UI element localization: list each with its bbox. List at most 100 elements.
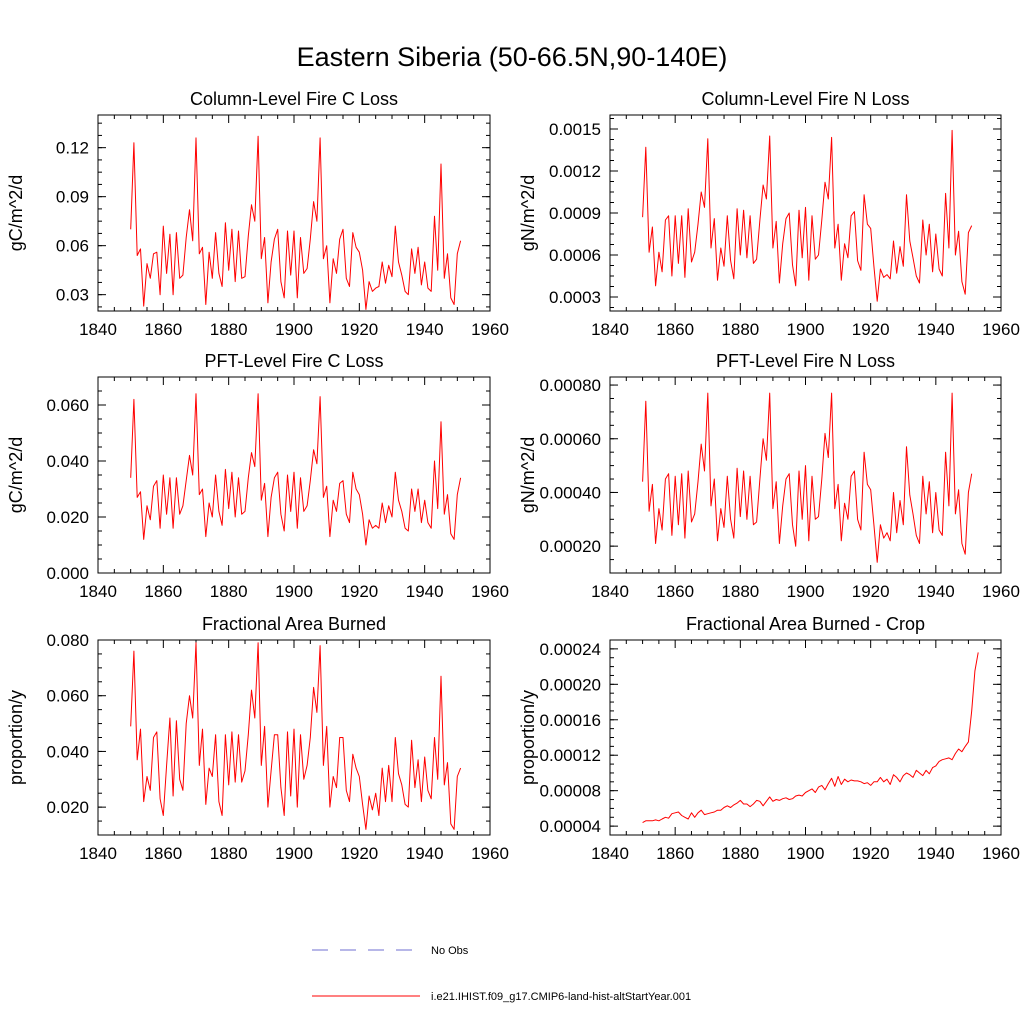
x-tick-label: 1940 <box>917 320 955 339</box>
x-tick-label: 1840 <box>79 844 117 863</box>
x-tick-label: 1880 <box>210 582 248 601</box>
x-tick-label: 1900 <box>787 582 825 601</box>
chart-panel: 1840 1860 1880 1900 1920 1940 1960 0.03 0.06 0.09… <box>6 89 509 339</box>
x-tick-label: 1840 <box>591 320 629 339</box>
plot-frame <box>609 639 1002 836</box>
x-tick-label: 1900 <box>787 844 825 863</box>
series-line <box>130 393 462 546</box>
y-tick-label: 0.0003 <box>549 288 601 307</box>
x-tick-label: 1920 <box>852 844 890 863</box>
y-tick-label: 0.00040 <box>540 483 601 502</box>
x-tick-label: 1860 <box>144 582 182 601</box>
y-tick-label: 0.00016 <box>540 711 601 730</box>
x-tick-label: 1920 <box>852 320 890 339</box>
series-line <box>130 135 462 310</box>
x-tick-label: 1960 <box>982 582 1020 601</box>
x-tick-label: 1940 <box>406 844 444 863</box>
y-tick-label: 0.03 <box>56 286 89 305</box>
y-axis-label: proportion/y <box>518 690 538 785</box>
series-line <box>642 392 973 563</box>
y-tick-label: 0.00004 <box>540 817 601 836</box>
x-tick-label: 1880 <box>210 320 248 339</box>
y-tick-label: 0.0012 <box>549 162 601 181</box>
y-tick-label: 0.0009 <box>549 204 601 223</box>
x-tick-label: 1860 <box>656 582 694 601</box>
legend-obs-label: No Obs <box>431 945 469 957</box>
chart-panel: 1840 1860 1880 1900 1920 1940 1960 0.000 0.020 0.… <box>6 351 509 601</box>
y-tick-label: 0.00020 <box>540 537 601 556</box>
x-tick-label: 1900 <box>275 582 313 601</box>
x-tick-label: 1860 <box>144 844 182 863</box>
x-tick-label: 1960 <box>471 582 509 601</box>
panel-title: Column-Level Fire C Loss <box>190 89 398 109</box>
chart-panel: 1840 1860 1880 1900 1920 1940 1960 0.0003 0.0006… <box>518 89 1020 339</box>
y-tick-label: 0.0006 <box>549 246 601 265</box>
y-tick-label: 0.020 <box>46 508 89 527</box>
x-tick-label: 1940 <box>406 320 444 339</box>
y-axis-label: gN/m^2/d <box>518 437 538 513</box>
x-tick-label: 1840 <box>591 844 629 863</box>
y-tick-label: 0.06 <box>56 237 89 256</box>
y-tick-label: 0.0015 <box>549 120 601 139</box>
y-tick-label: 0.12 <box>56 139 89 158</box>
x-tick-label: 1960 <box>982 844 1020 863</box>
y-tick-label: 0.060 <box>46 396 89 415</box>
y-tick-label: 0.00008 <box>540 782 601 801</box>
x-tick-label: 1940 <box>406 582 444 601</box>
x-tick-label: 1960 <box>471 844 509 863</box>
x-tick-label: 1860 <box>144 320 182 339</box>
x-tick-label: 1940 <box>917 582 955 601</box>
y-tick-label: 0.040 <box>46 452 89 471</box>
series-line <box>642 129 973 302</box>
y-tick-label: 0.060 <box>46 687 89 706</box>
x-tick-label: 1960 <box>982 320 1020 339</box>
series-line <box>642 652 979 824</box>
y-tick-label: 0.09 <box>56 188 89 207</box>
y-axis-label: gC/m^2/d <box>6 175 26 251</box>
x-tick-label: 1920 <box>340 582 378 601</box>
series-line <box>130 642 462 830</box>
y-tick-label: 0.080 <box>46 631 89 650</box>
x-tick-label: 1900 <box>787 320 825 339</box>
x-tick-label: 1880 <box>721 320 759 339</box>
x-tick-label: 1880 <box>721 844 759 863</box>
x-tick-label: 1920 <box>852 582 890 601</box>
y-tick-label: 0.000 <box>46 564 89 583</box>
x-tick-label: 1920 <box>340 844 378 863</box>
y-axis-label: gN/m^2/d <box>518 175 538 251</box>
y-axis-label: gC/m^2/d <box>6 437 26 513</box>
x-tick-label: 1920 <box>340 320 378 339</box>
x-tick-label: 1840 <box>591 582 629 601</box>
y-tick-label: 0.00012 <box>540 746 601 765</box>
legend-model-label: i.e21.IHIST.f09_g17.CMIP6-land-hist-altS… <box>431 991 691 1003</box>
figure-title: Eastern Siberia (50-66.5N,90-140E) <box>297 42 728 72</box>
y-tick-label: 0.00060 <box>540 430 601 449</box>
x-tick-label: 1860 <box>656 844 694 863</box>
y-tick-label: 0.020 <box>46 798 89 817</box>
chart-panel: 1840 1860 1880 1900 1920 1940 1960 0.00004 0.000… <box>518 614 1020 863</box>
y-tick-label: 0.00080 <box>540 376 601 395</box>
y-tick-label: 0.040 <box>46 742 89 761</box>
panel-title: PFT-Level Fire N Loss <box>716 351 895 371</box>
y-tick-label: 0.00020 <box>540 675 601 694</box>
x-tick-label: 1940 <box>917 844 955 863</box>
panel-title: Fractional Area Burned <box>202 614 386 634</box>
y-tick-label: 0.00024 <box>540 640 601 659</box>
chart-panel: 1840 1860 1880 1900 1920 1940 1960 0.020 0.040 0.… <box>6 614 509 863</box>
x-tick-label: 1840 <box>79 582 117 601</box>
x-tick-label: 1960 <box>471 320 509 339</box>
y-axis-label: proportion/y <box>6 690 26 785</box>
chart-panel: 1840 1860 1880 1900 1920 1940 1960 0.00020 0.000… <box>518 351 1020 601</box>
x-tick-label: 1900 <box>275 844 313 863</box>
panel-title: PFT-Level Fire C Loss <box>204 351 383 371</box>
x-tick-label: 1900 <box>275 320 313 339</box>
panel-title: Fractional Area Burned - Crop <box>686 614 925 634</box>
x-tick-label: 1860 <box>656 320 694 339</box>
panels: 1840 1860 1880 1900 1920 1940 1960 0.03 0.06 0.09… <box>6 89 1020 863</box>
x-tick-label: 1880 <box>721 582 759 601</box>
x-tick-label: 1880 <box>210 844 248 863</box>
x-tick-label: 1840 <box>79 320 117 339</box>
panel-title: Column-Level Fire N Loss <box>701 89 909 109</box>
legend: No Obs i.e21.IHIST.f09_g17.CMIP6-land-hi… <box>312 945 691 1003</box>
